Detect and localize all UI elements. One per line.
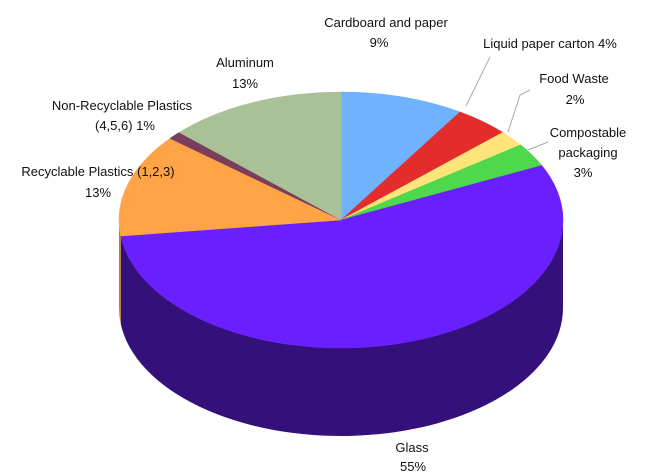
pie-slices xyxy=(118,91,564,349)
label-recyclable-name: Recyclable Plastics (1,2,3) xyxy=(21,164,174,179)
leader-lines xyxy=(465,56,549,151)
label-liquid-carton: Liquid paper carton 4% xyxy=(483,36,617,51)
label-glass-value: 55% xyxy=(400,459,426,474)
label-cardboard-value: 9% xyxy=(370,35,389,50)
leader-line-1 xyxy=(465,56,491,107)
label-recyclable-value: 13% xyxy=(85,185,111,200)
leader-line-2 xyxy=(507,89,531,133)
pie-sides xyxy=(119,220,563,436)
label-nonrecyclable-line2: (4,5,6) 1% xyxy=(95,118,155,133)
label-food-waste-value: 2% xyxy=(566,92,585,107)
label-food-waste-name: Food Waste xyxy=(539,71,609,86)
slice-cardboard-and-paper xyxy=(340,91,461,221)
side-recyclable-plastics-1-2-3 xyxy=(119,220,121,325)
side-glass xyxy=(120,220,563,436)
label-cardboard-name: Cardboard and paper xyxy=(324,15,448,30)
label-compostable-value: 3% xyxy=(574,165,593,180)
slice-labels: Cardboard and paper 9% Liquid paper cart… xyxy=(21,15,626,474)
label-compostable-line2: packaging xyxy=(558,145,617,160)
leader-line-3 xyxy=(527,141,549,151)
slice-aluminum xyxy=(178,91,342,221)
label-nonrecyclable-line1: Non-Recyclable Plastics xyxy=(52,98,193,113)
label-aluminum-name: Aluminum xyxy=(216,55,274,70)
label-compostable-line1: Compostable xyxy=(550,125,627,140)
label-glass-name: Glass xyxy=(395,440,429,455)
label-aluminum-value: 13% xyxy=(232,76,258,91)
slice-glass xyxy=(120,165,564,349)
slice-recyclable-plastics-1-2-3 xyxy=(118,138,342,237)
